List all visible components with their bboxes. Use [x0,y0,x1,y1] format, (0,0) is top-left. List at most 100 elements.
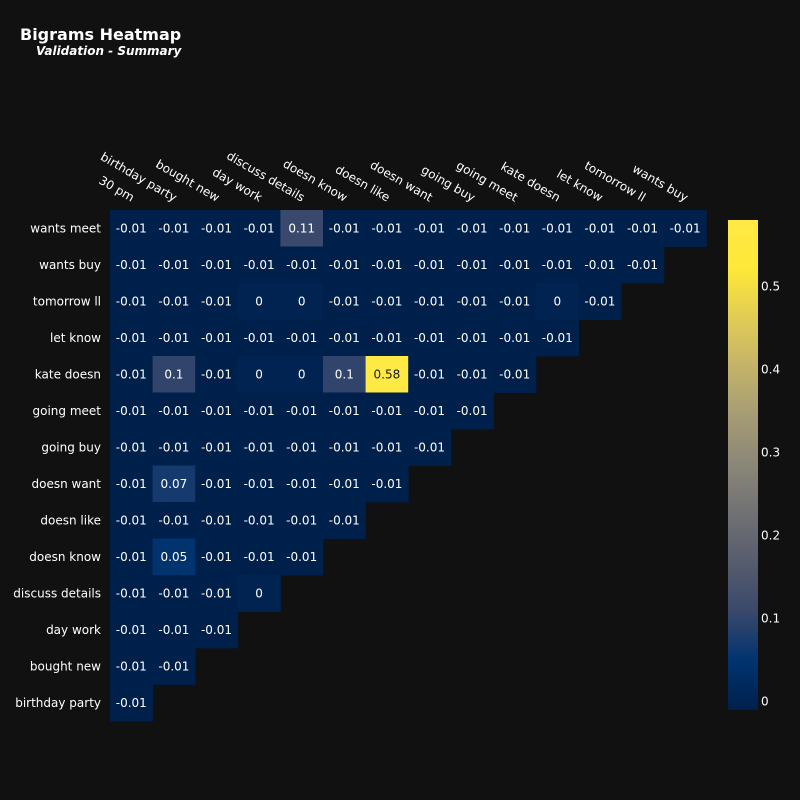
heatmap-cell-labels: -0.01 -0.01 -0.01 -0.01 0.11 -0.01 -0.01 -0.01-… [116,221,701,710]
heatmap-cell-label: -0.01 [244,477,275,491]
heatmap-cell [280,283,324,320]
heatmap-cell-label: -0.01 [627,258,658,272]
heatmap-cell-label: -0.01 [201,404,232,418]
heatmap-cell-label: -0.01 [116,659,147,673]
heatmap-cell-label: -0.01 [584,221,615,235]
heatmap-cell-label: -0.01 [584,258,615,272]
heatmap-cell [152,283,196,320]
heatmap-cell-label: -0.01 [158,440,189,454]
heatmap-cell [110,356,153,393]
heatmap-cell-label: 0 [255,367,263,381]
heatmap-cell [110,429,153,466]
heatmap-cell [110,246,153,284]
heatmap-cell-label: -0.01 [158,513,189,527]
heatmap-cell [450,356,494,393]
heatmap-cell [408,246,452,284]
heatmap-cell-label: -0.01 [286,440,317,454]
heatmap-cell-label: -0.01 [499,294,530,308]
y-tick-label: wants meet [30,221,101,235]
heatmap-cell-label: -0.01 [414,367,445,381]
heatmap-cell [408,356,452,393]
colorbar-tick-label: 0.5 [761,279,780,293]
heatmap-cell-label: -0.01 [116,586,147,600]
heatmap-cell-label: -0.01 [116,294,147,308]
heatmap-cell [450,246,494,284]
heatmap-cell [152,502,196,539]
colorbar-gradient [728,220,758,710]
heatmap-cell-label: -0.01 [414,440,445,454]
heatmap-cell-label: -0.01 [286,404,317,418]
heatmap-cell [365,356,409,393]
heatmap-cell [237,392,281,430]
heatmap-cell [280,319,324,357]
heatmap-cell-label: -0.01 [286,550,317,564]
heatmap-cell-label: 0.58 [374,367,401,381]
heatmap-cell [323,319,366,357]
heatmap-cell [110,210,153,247]
heatmap-cell [365,246,409,284]
heatmap-cell-label: -0.01 [201,586,232,600]
heatmap-cell-label: -0.01 [158,331,189,345]
y-tick-label: kate doesn [35,367,101,381]
heatmap-cell-label: -0.01 [201,367,232,381]
heatmap-cell-label: -0.01 [158,221,189,235]
heatmap-cell-label: 0.11 [288,221,315,235]
heatmap-cell [365,465,409,503]
y-tick-label: doesn want [32,477,102,491]
heatmap-cell [152,210,196,247]
heatmap-cell [621,210,665,247]
heatmap-cell [237,429,281,466]
heatmap-cell-label: -0.01 [371,331,402,345]
heatmap-cell [450,283,494,320]
heatmap-cell [663,210,707,247]
heatmap-cell [152,356,196,393]
heatmap-cell [323,210,366,247]
y-tick-label: tomorrow ll [33,294,101,308]
heatmap-cell-label: -0.01 [414,294,445,308]
heatmap-cell-label: -0.01 [286,477,317,491]
heatmap-cell [110,684,153,722]
heatmap-cell [110,502,153,539]
heatmap-cell [493,356,537,393]
heatmap-cell-label: -0.01 [201,294,232,308]
heatmap-cell [408,429,452,466]
heatmap-cell-label: -0.01 [542,258,573,272]
heatmap-cell [280,246,324,284]
heatmap-cell-label: -0.01 [158,623,189,637]
heatmap-cell [110,538,153,576]
heatmap-cell [237,575,281,612]
heatmap-cell [195,575,239,612]
heatmap-cell-label: 0.07 [161,477,188,491]
heatmap-cell [365,283,409,320]
heatmap-cell-label: -0.01 [329,294,360,308]
heatmap-cell [280,210,324,247]
heatmap-cell-label: -0.01 [158,404,189,418]
heatmap-cell-label: -0.01 [414,258,445,272]
heatmap-cell [152,319,196,357]
heatmap-cell [493,319,537,357]
heatmap-cell [408,392,452,430]
heatmap-cell [195,210,239,247]
heatmap-cell [110,319,153,357]
heatmap-cell [280,502,324,539]
heatmap-cell-label: -0.01 [201,477,232,491]
heatmap-cell-label: -0.01 [244,440,275,454]
heatmap-cell-label: -0.01 [371,294,402,308]
heatmap-cell [323,392,366,430]
heatmap-cell-label: -0.01 [286,258,317,272]
heatmap-cell-label: -0.01 [116,404,147,418]
heatmap-cell [536,319,579,357]
heatmap-cell-label: -0.01 [158,258,189,272]
colorbar-tick-label: 0.3 [761,446,780,460]
y-tick-label: going buy [41,440,101,454]
heatmap-cell [408,210,452,247]
heatmap-cell-label: -0.01 [371,440,402,454]
heatmap-cell [110,283,153,320]
heatmap-cell [237,283,281,320]
heatmap-cell [323,246,366,284]
heatmap-cell [195,429,239,466]
heatmap-cell-label: -0.01 [244,221,275,235]
heatmap-cell [323,502,366,539]
heatmap-cell [578,283,622,320]
heatmap-cell [237,210,281,247]
